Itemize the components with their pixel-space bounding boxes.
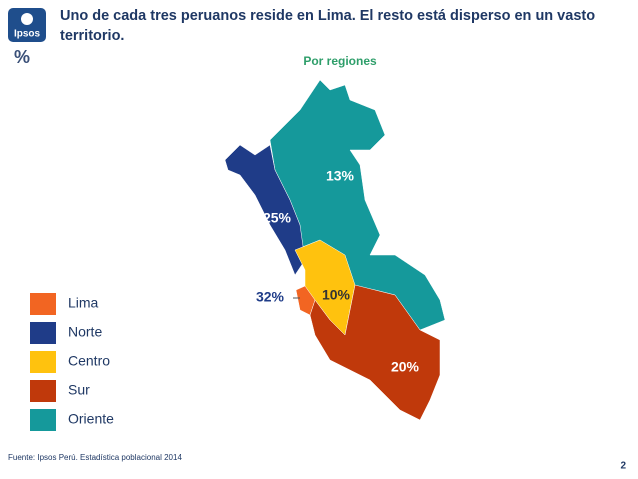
value-label: 20%	[391, 359, 420, 375]
legend-label: Lima	[68, 295, 99, 311]
value-label: 10%	[322, 287, 351, 303]
legend-swatch	[30, 322, 56, 344]
legend-swatch	[30, 380, 56, 402]
legend-swatch	[30, 409, 56, 431]
legend-label: Norte	[68, 324, 102, 340]
title: Uno de cada tres peruanos reside en Lima…	[60, 8, 596, 44]
logo-icon	[21, 13, 33, 25]
page-number: 2	[620, 461, 626, 472]
unit: %	[14, 47, 30, 67]
value-label: 32%	[256, 289, 285, 305]
subtitle: Por regiones	[303, 54, 377, 68]
legend-swatch	[30, 351, 56, 373]
legend-swatch	[30, 293, 56, 315]
value-label: 25%	[263, 210, 292, 226]
legend-label: Sur	[68, 382, 90, 398]
value-label: 13%	[326, 168, 355, 184]
region	[295, 285, 316, 316]
source: Fuente: Ipsos Perú. Estadística poblacio…	[8, 453, 182, 462]
logo-text: Ipsos	[14, 29, 41, 40]
legend-label: Centro	[68, 353, 110, 369]
legend-label: Oriente	[68, 411, 114, 427]
